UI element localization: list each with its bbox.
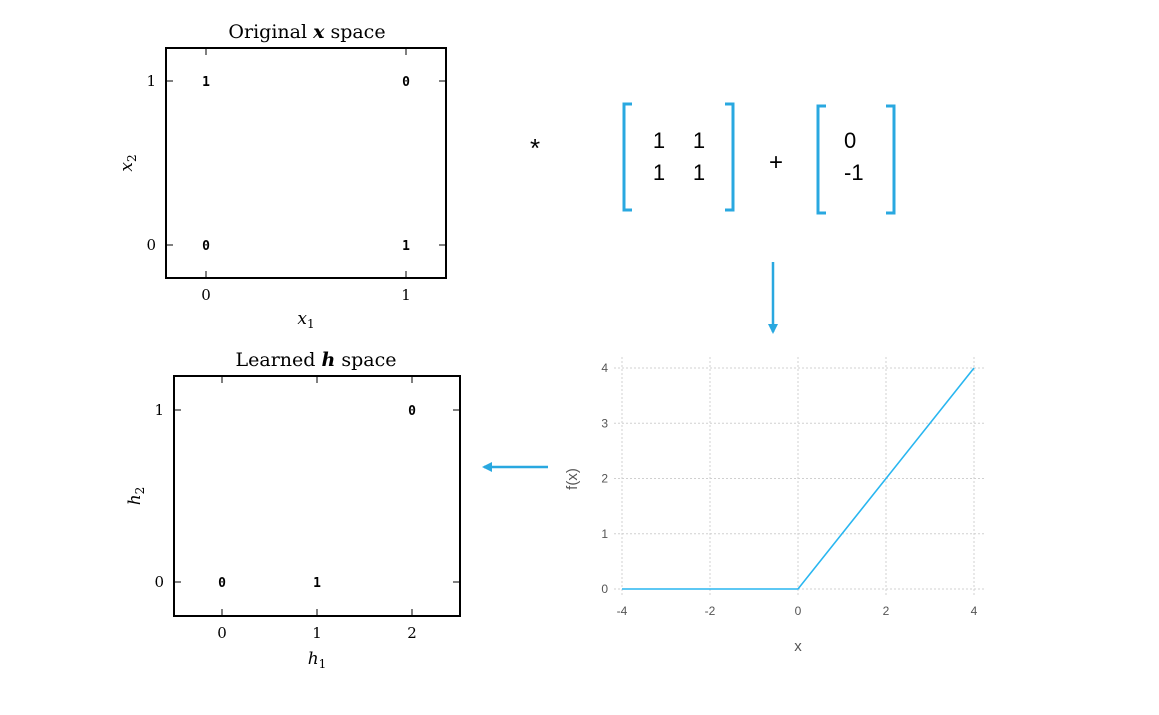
relu-y-tick-label: 4 — [601, 361, 608, 375]
y-tick-label: 1 — [154, 401, 164, 419]
plot-x-title: Original x space — [228, 21, 385, 43]
relu-xlabel: x — [794, 638, 802, 655]
data-point-label: 0 — [218, 576, 226, 591]
relu-x-tick-label: 0 — [795, 604, 802, 618]
data-point-label: 1 — [313, 576, 321, 591]
relu-ylabel: f(x) — [564, 468, 581, 490]
plot-h-xlabel: h1 — [308, 649, 327, 671]
affine-transform-equation: * 1 1 1 1 + 0 -1 — [530, 102, 896, 215]
plot-x-ylabel: x2 — [117, 154, 139, 171]
y-tick-label: 0 — [146, 236, 156, 254]
weight-cell: 1 — [653, 160, 665, 185]
relu-x-tick-label: -2 — [705, 604, 716, 618]
plot-x-xlabel: x1 — [297, 309, 314, 331]
weight-matrix-right-bracket — [725, 102, 735, 212]
relu-grid — [614, 357, 984, 597]
relu-x-tick-label: -4 — [617, 604, 628, 618]
bias-cell: 0 — [844, 128, 856, 153]
relu-x-tick-label: 4 — [971, 604, 978, 618]
weight-matrix: 1 1 1 1 — [622, 102, 735, 212]
data-point-label: 1 — [202, 75, 210, 90]
plot-h-ylabel: h2 — [125, 487, 147, 506]
relu-chart: -4 -2 0 2 4 0 1 2 3 4 x f(x) — [564, 357, 984, 655]
relu-series-line — [622, 367, 975, 590]
plot-x-frame — [165, 47, 447, 279]
y-tick-label: 1 — [146, 72, 156, 90]
y-tick-label: 0 — [154, 573, 164, 591]
weight-cell: 1 — [653, 128, 665, 153]
x-tick-label: 1 — [312, 624, 322, 642]
bias-cell: -1 — [844, 160, 864, 185]
weight-cell: 1 — [693, 160, 705, 185]
x-tick-label: 0 — [201, 286, 211, 304]
x-tick-label: 0 — [217, 624, 227, 642]
relu-x-tick-label: 2 — [883, 604, 890, 618]
plus-symbol: + — [769, 149, 783, 176]
bias-vector-left-bracket — [816, 104, 826, 215]
relu-y-tick-label: 2 — [601, 472, 608, 486]
relu-y-tick-label: 0 — [601, 582, 608, 596]
x-tick-label: 1 — [401, 286, 411, 304]
data-point-label: 1 — [402, 239, 410, 254]
bias-vector: 0 -1 — [816, 104, 896, 215]
weight-cell: 1 — [693, 128, 705, 153]
bias-vector-right-bracket — [886, 104, 896, 215]
data-point-label: 0 — [408, 404, 416, 419]
original-x-space-plot: Original x space 0 1 0 1 1 0 0 1 x1 x2 — [117, 21, 447, 331]
x-tick-label: 2 — [407, 624, 417, 642]
relu-y-tick-label: 1 — [601, 527, 608, 541]
relu-y-tick-label: 3 — [601, 416, 608, 430]
data-point-label: 0 — [402, 75, 410, 90]
weight-matrix-left-bracket — [622, 102, 632, 212]
learned-h-space-plot: Learned h space 0 1 2 0 1 0 0 1 h1 h2 — [125, 349, 461, 671]
data-point-label: 0 — [202, 239, 210, 254]
multiply-symbol: * — [530, 133, 540, 163]
plot-h-title: Learned h space — [236, 349, 397, 371]
